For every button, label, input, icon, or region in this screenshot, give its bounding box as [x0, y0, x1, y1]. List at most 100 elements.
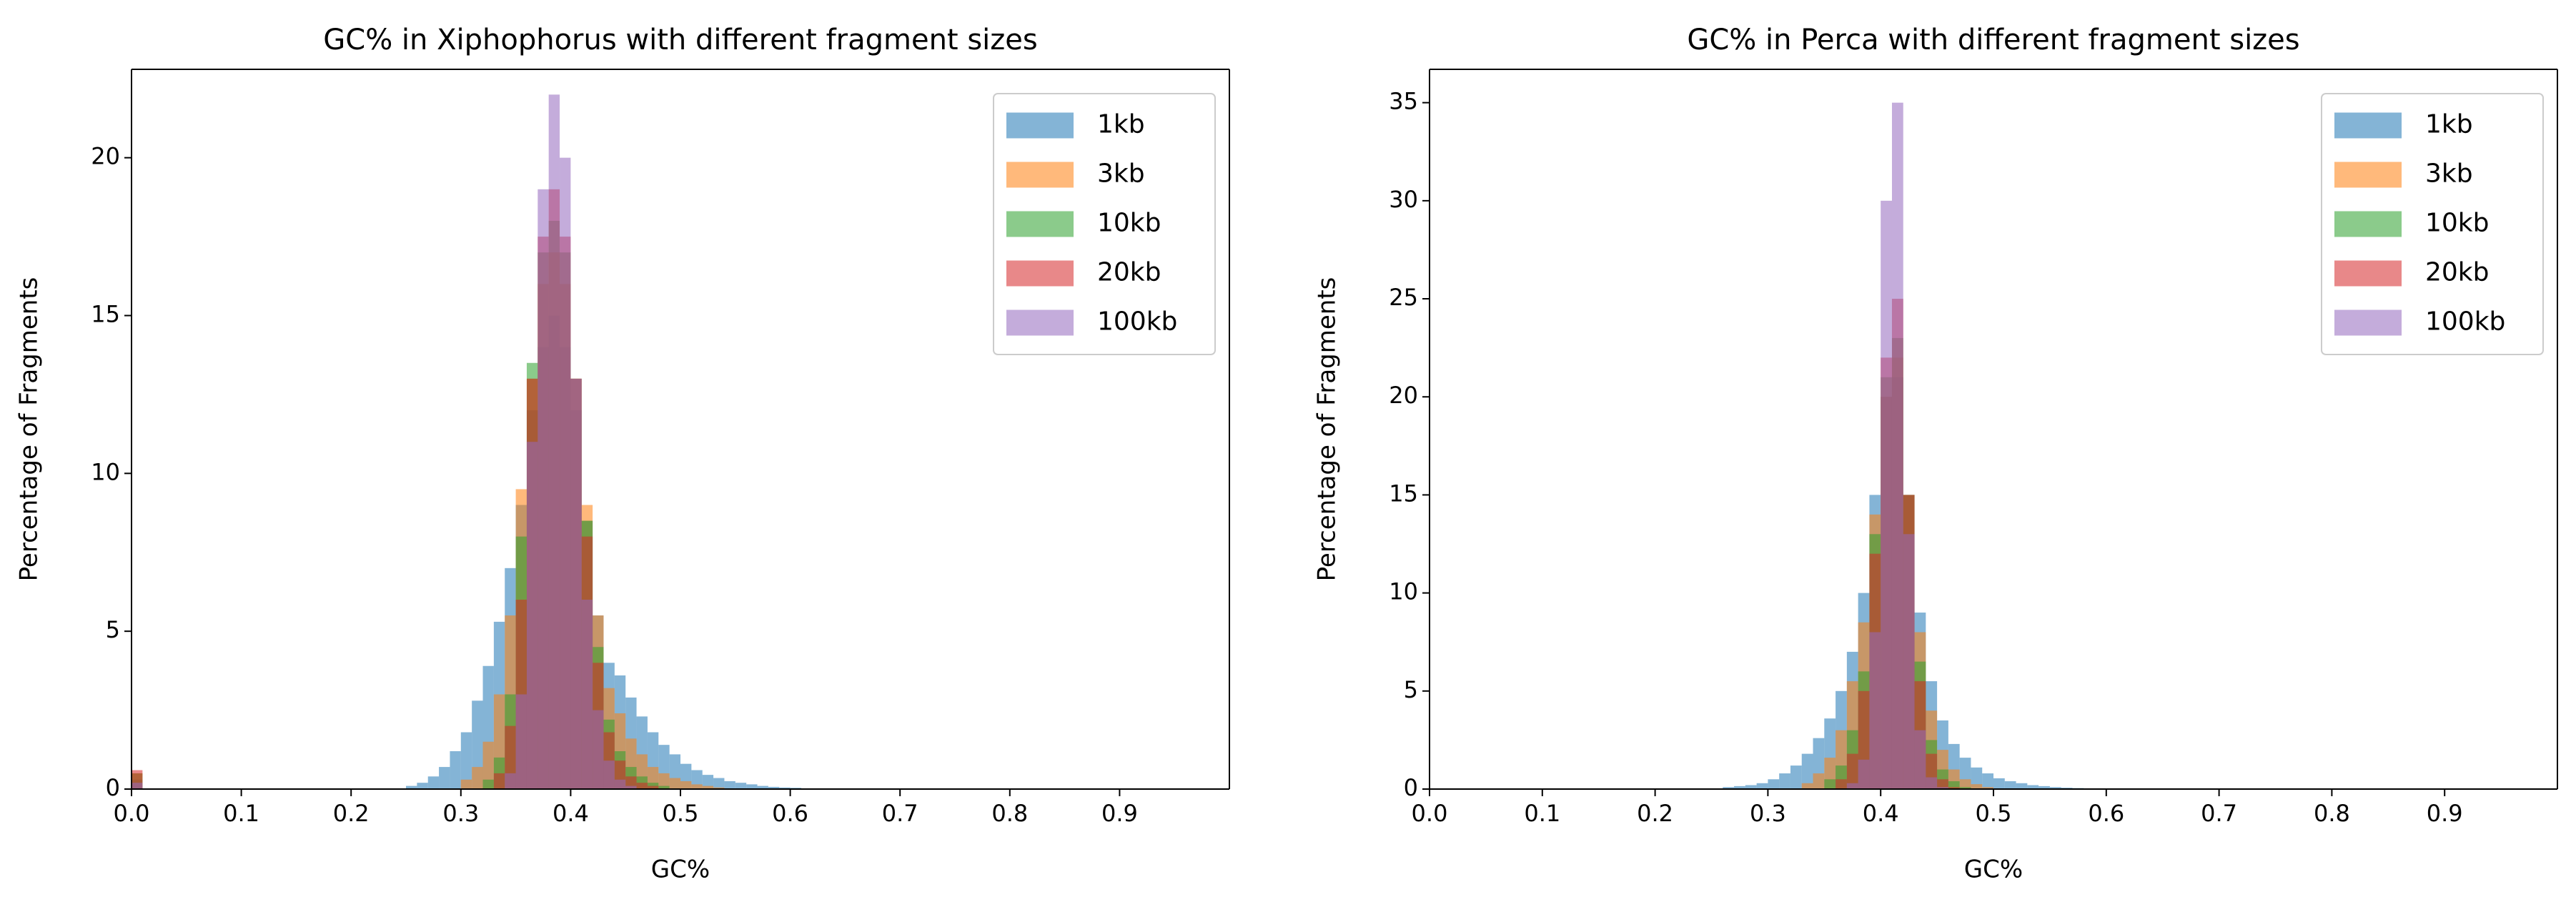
y-tick-label: 15 [91, 301, 120, 328]
histogram-bar [1891, 102, 1903, 790]
x-tick-label: 0.2 [333, 800, 370, 827]
legend-swatch [2334, 162, 2402, 188]
y-tick-label: 5 [106, 616, 120, 643]
y-tick-label: 10 [1389, 578, 1418, 605]
y-tick-label: 30 [1389, 186, 1418, 213]
histogram-bar [735, 783, 747, 789]
histogram-bar [757, 785, 768, 789]
legend-label: 1kb [1097, 110, 1145, 139]
legend-label: 3kb [1097, 159, 1145, 189]
y-tick-label: 0 [1404, 774, 1418, 801]
x-axis-label: GC% [1964, 856, 2023, 884]
x-tick-label: 0.8 [991, 800, 1028, 827]
legend-swatch [2334, 211, 2402, 237]
x-tick-label: 0.6 [2088, 800, 2124, 827]
legend-label: 3kb [2425, 159, 2473, 189]
histogram-bar [614, 779, 626, 789]
x-tick-label: 0.4 [1863, 800, 1899, 827]
histogram-bar [1869, 632, 1881, 789]
histogram-bar [1801, 783, 1813, 789]
histogram-bar [647, 785, 659, 789]
histogram-bar [1948, 787, 1960, 789]
legend-swatch [1006, 211, 1074, 237]
histogram-bar [581, 600, 593, 789]
histogram-bar [691, 784, 703, 789]
x-tick-label: 0.5 [1976, 800, 2012, 827]
legend-swatch [2334, 309, 2402, 336]
chart: GC% in Xiphophorus with different fragme… [15, 24, 1230, 884]
legend-swatch [1006, 162, 1074, 188]
histogram-bar [680, 780, 692, 789]
histogram-bar [1813, 773, 1825, 789]
y-tick-label: 35 [1389, 88, 1418, 115]
histogram-bar [2038, 785, 2050, 789]
chart-title: GC% in Perca with different fragment siz… [1687, 24, 2299, 56]
histogram-bar [570, 378, 582, 789]
histogram-bar [538, 189, 549, 789]
y-tick-label: 5 [1404, 676, 1418, 703]
histogram-bar [1959, 787, 1971, 789]
histogram-bar [1790, 765, 1802, 789]
x-tick-label: 0.3 [442, 800, 479, 827]
histogram-bar [1971, 784, 1983, 789]
histogram-bar [493, 773, 505, 789]
histogram-bar [1801, 753, 1813, 789]
histogram-bar [439, 767, 450, 789]
histogram-bar [724, 780, 735, 789]
y-tick-label: 15 [1389, 480, 1418, 507]
histogram-bar [1858, 759, 1870, 789]
histogram-bar [1926, 777, 1938, 789]
y-axis-label: Percentage of Fragments [1313, 277, 1342, 582]
x-tick-label: 0.0 [1412, 800, 1448, 827]
histogram-bar [460, 779, 472, 789]
legend-label: 1kb [2425, 110, 2473, 139]
histogram-bar [713, 778, 725, 789]
x-tick-label: 0.1 [223, 800, 259, 827]
histogram-bar [702, 785, 714, 789]
histogram-bar [603, 760, 615, 789]
x-tick-label: 0.3 [1750, 800, 1786, 827]
histogram-bar [779, 787, 791, 789]
histogram-bar [1768, 779, 1780, 789]
histogram-bar [1846, 783, 1858, 789]
histogram-bar [593, 710, 604, 789]
histogram-bar [1734, 785, 1745, 789]
histogram-bar [658, 785, 670, 789]
legend-swatch [2334, 112, 2402, 139]
histogram-bar [1779, 773, 1790, 789]
legend-label: 10kb [1097, 209, 1161, 238]
histogram-bar [1846, 753, 1858, 789]
histogram-bar [505, 773, 516, 789]
histogram-bar [1993, 778, 2005, 789]
x-tick-label: 0.4 [553, 800, 589, 827]
y-tick-label: 10 [91, 458, 120, 485]
x-tick-label: 0.6 [772, 800, 808, 827]
y-tick-label: 0 [106, 774, 120, 801]
legend-label: 20kb [2425, 258, 2490, 287]
y-tick-label: 25 [1389, 284, 1418, 311]
histogram-bar [1937, 779, 1948, 789]
histogram-bar [647, 783, 659, 789]
histogram-bar [427, 776, 440, 789]
histogram-bar [1982, 773, 1993, 789]
histogram-bar [2004, 781, 2016, 789]
histogram-bar [472, 767, 483, 789]
x-axis-label: GC% [651, 856, 710, 884]
legend-label: 100kb [2425, 307, 2505, 337]
legend-box [993, 93, 1216, 355]
histogram-bar [636, 783, 648, 789]
histogram-bar [1723, 787, 1735, 789]
y-axis-label: Percentage of Fragments [15, 277, 44, 582]
x-tick-label: 0.9 [2427, 800, 2463, 827]
x-tick-label: 0.5 [663, 800, 699, 827]
histogram-bar [526, 442, 538, 789]
x-tick-label: 0.7 [2201, 800, 2237, 827]
y-tick-label: 20 [91, 143, 120, 170]
histogram-bar [132, 783, 143, 789]
histogram-bar [450, 751, 461, 789]
chart: GC% in Perca with different fragment siz… [1313, 24, 2558, 884]
x-tick-label: 0.8 [2314, 800, 2350, 827]
histogram-bar [482, 741, 494, 789]
